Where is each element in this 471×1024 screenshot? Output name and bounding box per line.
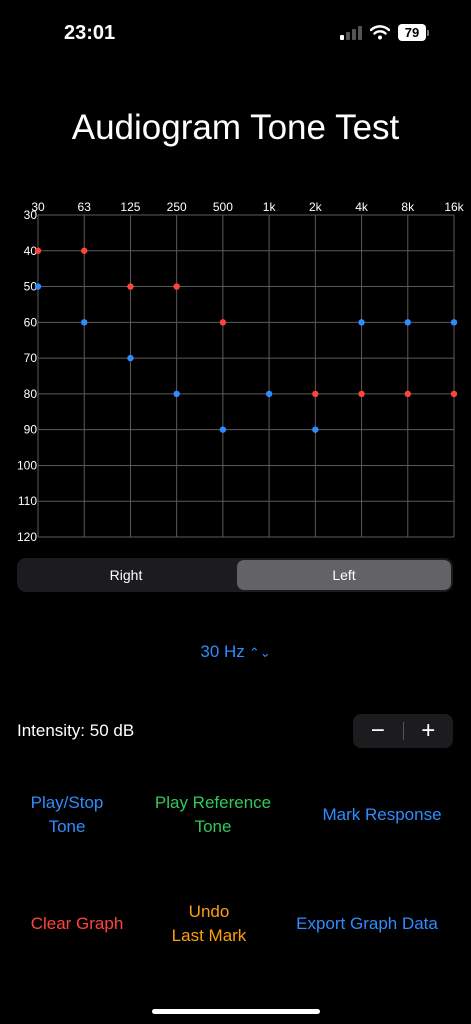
- data-point: [312, 390, 319, 398]
- frequency-value: 30 Hz: [200, 642, 245, 661]
- wifi-icon: [370, 25, 390, 40]
- y-tick-label: 80: [24, 387, 38, 401]
- ear-segmented-control[interactable]: Right Left: [17, 558, 453, 592]
- data-point: [404, 319, 411, 326]
- x-tick-label: 30: [31, 200, 45, 214]
- intensity-label: Intensity: 50 dB: [17, 721, 135, 740]
- data-point: [358, 319, 365, 326]
- y-tick-label: 100: [17, 458, 37, 472]
- intensity-stepper[interactable]: − +: [353, 714, 453, 748]
- x-tick-label: 250: [167, 200, 187, 214]
- status-time: 23:01: [64, 22, 116, 44]
- y-tick-label: 70: [24, 351, 38, 365]
- home-indicator: [152, 1009, 320, 1014]
- play-ref-line2: Tone: [194, 817, 232, 836]
- export-graph-data-button[interactable]: Export Graph Data: [296, 914, 438, 933]
- x-tick-label: 63: [78, 200, 92, 214]
- data-point: [358, 390, 365, 398]
- undo-line2: Last Mark: [171, 926, 247, 945]
- data-point: [219, 319, 227, 326]
- play-reference-tone-button[interactable]: Play Reference Tone: [140, 791, 286, 839]
- segment-right[interactable]: Right: [109, 567, 143, 583]
- data-point: [265, 390, 273, 398]
- x-tick-label: 8k: [401, 200, 415, 214]
- mark-response-button[interactable]: Mark Response: [322, 805, 442, 824]
- data-point: [450, 319, 458, 326]
- clear-graph-button[interactable]: Clear Graph: [30, 914, 124, 933]
- data-point: [173, 283, 180, 290]
- y-tick-label: 120: [17, 530, 37, 544]
- x-tick-label: 125: [120, 200, 140, 214]
- data-point: [404, 390, 411, 398]
- x-tick-label: 2k: [309, 200, 323, 214]
- undo-last-mark-button[interactable]: Undo Last Mark: [150, 900, 268, 948]
- y-tick-label: 110: [18, 494, 37, 508]
- x-tick-label: 1k: [263, 200, 277, 214]
- y-tick-label: 30: [24, 208, 38, 222]
- data-point: [81, 319, 88, 326]
- data-point: [34, 283, 42, 290]
- data-point: [127, 354, 134, 362]
- y-tick-label: 50: [24, 280, 38, 294]
- data-point: [312, 426, 319, 433]
- segment-left[interactable]: Left: [237, 560, 451, 590]
- data-point: [173, 390, 180, 398]
- play-ref-line1: Play Reference: [154, 793, 272, 812]
- play-stop-line2: Tone: [48, 817, 86, 836]
- x-tick-label: 500: [213, 200, 233, 214]
- page-title: Audiogram Tone Test: [71, 108, 400, 147]
- frequency-picker[interactable]: 30 Hz ⌃⌄: [0, 642, 471, 662]
- undo-line1: Undo: [188, 902, 230, 921]
- x-tick-label: 16k: [444, 200, 464, 214]
- audiogram-chart[interactable]: 30 63 125 250 500 1k 2k 4k 8k 16k 30 40 50 60 70 80 90 10…: [0, 195, 471, 545]
- data-point: [219, 426, 227, 433]
- y-tick-label: 40: [24, 244, 38, 258]
- increment-button[interactable]: +: [421, 717, 436, 744]
- chevron-up-down-icon: ⌃⌄: [248, 645, 271, 660]
- stepper-divider: [402, 722, 404, 740]
- decrement-button[interactable]: −: [370, 717, 385, 744]
- y-tick-label: 90: [24, 423, 38, 437]
- data-point: [127, 283, 134, 290]
- status-icons: 79: [340, 24, 429, 41]
- cellular-signal-icon: [340, 25, 362, 40]
- play-stop-line1: Play/Stop: [30, 793, 104, 812]
- data-point: [450, 390, 458, 398]
- battery-icon: 79: [398, 24, 429, 41]
- battery-level: 79: [398, 24, 426, 41]
- data-point: [81, 247, 88, 254]
- data-point: [34, 247, 42, 254]
- x-tick-label: 4k: [355, 200, 369, 214]
- play-stop-tone-button[interactable]: Play/Stop Tone: [17, 791, 117, 839]
- y-tick-label: 60: [24, 315, 38, 329]
